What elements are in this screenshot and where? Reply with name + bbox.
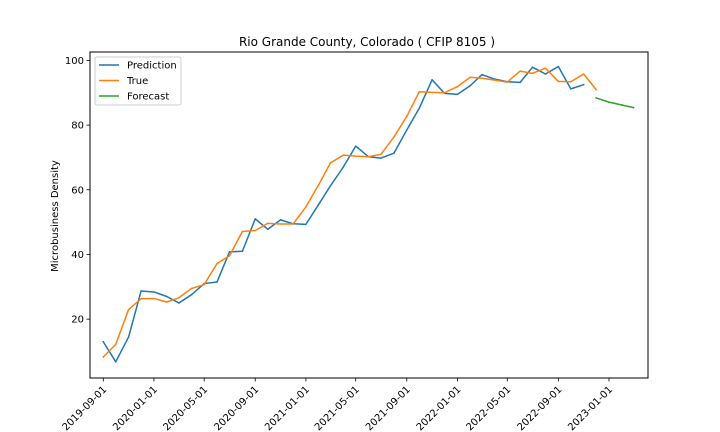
data-point-true <box>367 156 370 158</box>
data-point-true <box>570 81 572 83</box>
data-point-prediction <box>342 166 345 168</box>
data-point-prediction <box>418 107 420 110</box>
y-axis-label: Microbusiness Density <box>50 160 61 272</box>
data-point-prediction <box>102 341 105 343</box>
data-point-prediction <box>469 84 472 87</box>
data-point-true <box>254 229 256 232</box>
data-point-true <box>228 255 231 257</box>
data-point-prediction <box>380 157 382 159</box>
series-line-forecast <box>595 96 635 109</box>
data-point-true <box>431 91 433 94</box>
data-point-true <box>406 115 408 118</box>
data-point-prediction <box>456 93 459 96</box>
data-point-prediction <box>393 152 395 154</box>
data-point-true <box>153 297 155 300</box>
data-point-true <box>114 343 117 346</box>
data-point-prediction <box>266 228 269 230</box>
legend: Prediction True Forecast <box>94 56 182 106</box>
data-point-forecast <box>621 104 623 106</box>
data-point-true <box>292 223 294 225</box>
legend-label-true: True <box>126 76 148 87</box>
data-point-true <box>216 262 218 265</box>
data-point-true <box>329 162 332 164</box>
y-tick-label: 80 <box>71 121 84 132</box>
legend-box <box>94 56 182 106</box>
data-point-true <box>443 92 446 94</box>
data-point-prediction <box>519 81 521 84</box>
data-point-forecast <box>595 97 597 99</box>
data-point-true <box>506 81 508 83</box>
data-point-true <box>305 206 307 208</box>
data-point-prediction <box>305 223 307 226</box>
data-point-true <box>469 76 472 78</box>
data-point-true <box>595 88 597 91</box>
legend-label-prediction: Prediction <box>127 61 177 72</box>
data-point-prediction <box>544 73 547 75</box>
data-point-forecast <box>608 101 610 103</box>
data-point-prediction <box>582 83 585 86</box>
data-point-true <box>481 77 483 79</box>
data-point-true <box>393 136 395 138</box>
data-point-true <box>203 283 205 286</box>
data-point-prediction <box>531 66 534 68</box>
data-point-prediction <box>153 291 155 293</box>
y-tick-label: 60 <box>71 185 84 196</box>
data-point-true <box>279 223 282 225</box>
data-point-prediction <box>228 251 231 253</box>
data-point-true <box>178 297 180 299</box>
data-point-prediction <box>406 129 408 131</box>
data-point-prediction <box>557 65 560 68</box>
data-point-prediction <box>190 293 193 296</box>
data-point-true <box>418 91 420 93</box>
data-point-prediction <box>216 281 218 283</box>
data-point-true <box>190 287 193 290</box>
plot-frame <box>89 51 649 379</box>
data-point-prediction <box>318 203 320 206</box>
data-point-true <box>318 183 320 186</box>
data-point-prediction <box>178 302 180 304</box>
data-point-true <box>140 298 142 300</box>
plot-area <box>102 65 635 363</box>
data-point-prediction <box>241 250 244 252</box>
y-tick-label: 40 <box>71 250 84 261</box>
data-point-prediction <box>254 218 256 220</box>
data-point-true <box>494 79 496 81</box>
data-point-prediction <box>127 336 130 338</box>
series-line-true <box>102 67 598 359</box>
chart-title: Rio Grande County, Colorado ( CFIP 8105 … <box>239 35 495 49</box>
data-point-true <box>456 85 459 88</box>
data-point-prediction <box>279 219 282 221</box>
data-point-true <box>127 308 130 311</box>
data-point-true <box>241 230 244 233</box>
data-point-true <box>380 153 382 155</box>
data-point-true <box>582 73 585 75</box>
y-tick-label: 20 <box>71 315 84 326</box>
data-point-true <box>531 72 534 75</box>
data-point-prediction <box>431 79 433 81</box>
data-point-prediction <box>354 145 357 147</box>
data-point-true <box>354 155 357 157</box>
data-point-prediction <box>166 295 168 298</box>
data-point-prediction <box>140 290 142 292</box>
data-point-true <box>544 67 547 69</box>
data-point-true <box>166 301 168 303</box>
y-tick-label: 100 <box>65 56 84 67</box>
data-point-forecast <box>632 106 635 109</box>
data-point-prediction <box>570 88 572 90</box>
data-point-true <box>342 154 345 156</box>
data-point-true <box>557 80 560 83</box>
data-point-prediction <box>329 185 332 187</box>
data-point-prediction <box>481 73 483 76</box>
legend-label-forecast: Forecast <box>127 92 169 103</box>
data-point-true <box>519 70 521 72</box>
data-point-prediction <box>114 361 117 363</box>
data-point-true <box>266 222 269 225</box>
data-point-true <box>102 356 105 358</box>
